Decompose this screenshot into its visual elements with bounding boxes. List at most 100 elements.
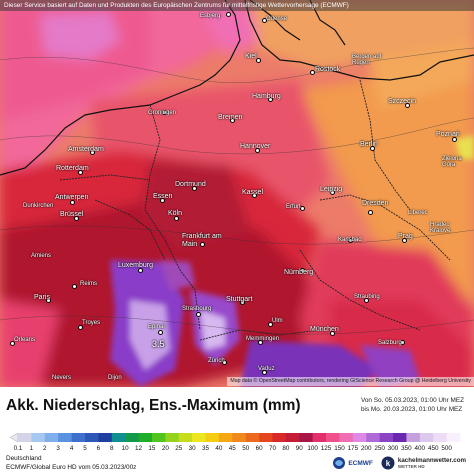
legend-swatch bbox=[232, 433, 246, 442]
city-dot bbox=[70, 200, 75, 205]
legend-swatch bbox=[272, 433, 287, 442]
city-amsterdam: Amsterdam bbox=[68, 146, 104, 153]
validity-to: bis Mo. 20.03.2023, 01:00 Uhr MEZ bbox=[360, 406, 463, 413]
ecmwf-banner: Dieser Service basiert auf Daten und Pro… bbox=[0, 0, 474, 11]
legend-tick-label: 5 bbox=[83, 445, 87, 452]
legend-tick-label: 35 bbox=[202, 445, 210, 452]
legend-tick-label: 10 bbox=[122, 445, 130, 452]
city-epinal: Epinal bbox=[148, 324, 165, 330]
city-nevers: Nevers bbox=[52, 375, 72, 381]
city-dot bbox=[174, 216, 179, 221]
city-dot bbox=[46, 298, 51, 303]
city-dot bbox=[330, 331, 335, 336]
title-bar bbox=[0, 388, 474, 428]
legend-tick-label: 250 bbox=[374, 445, 385, 452]
city-groningen: Groningen bbox=[148, 110, 177, 116]
city-zuerich: Zürich bbox=[208, 358, 225, 364]
logos: ECMWF k kachelmannwetter.com WETTER HD bbox=[332, 454, 466, 472]
city-berlin: Berlin bbox=[360, 141, 378, 148]
map-title: Akk. Niederschlag, Ens.-Maximum (mm) bbox=[6, 397, 301, 414]
legend-under-arrow bbox=[9, 432, 19, 443]
legend-scale: 0.1 1 2 3 4 5 6 8 10 12 15 20 25 30 35 40 45 50 60 70 80 90 10… bbox=[9, 432, 461, 452]
city-dot bbox=[10, 341, 15, 346]
city-memmingen: Memmingen bbox=[246, 336, 280, 342]
city-hannover: Hannover bbox=[240, 143, 271, 150]
legend-tick-label: 20 bbox=[162, 445, 170, 452]
precipitation-map[interactable]: Dieser Service basiert auf Daten und Pro… bbox=[0, 0, 474, 387]
city-dot bbox=[78, 325, 83, 330]
city-kassel: Kassel bbox=[242, 189, 264, 196]
color-legend: 0.1 1 2 3 4 5 6 8 10 12 15 20 25 30 35 40 45 50 60 70 80 90 10… bbox=[0, 430, 474, 454]
validity-from: Von So. 05.03.2023, 01:00 Uhr MEZ bbox=[360, 397, 464, 404]
city-karlsbad: Karlsbad bbox=[338, 237, 362, 243]
legend-swatch bbox=[379, 433, 394, 442]
legend-swatch bbox=[446, 433, 461, 442]
city-prag: Prag bbox=[398, 233, 413, 240]
city-dot bbox=[240, 300, 245, 305]
kachelmann-logo[interactable]: k kachelmannwetter.com WETTER HD bbox=[381, 456, 466, 470]
city-dot bbox=[258, 340, 263, 345]
city-dunkirchen: Dunkirchen bbox=[23, 203, 54, 209]
legend-tick-label: 100 bbox=[307, 445, 318, 452]
legend-swatch bbox=[339, 433, 354, 442]
legend-swatch bbox=[245, 433, 260, 442]
city-odense: Odense bbox=[266, 16, 288, 22]
city-dot bbox=[330, 190, 335, 195]
legend-swatch bbox=[352, 433, 367, 442]
legend-tick-label: 70 bbox=[269, 445, 277, 452]
city-muenchen: München bbox=[310, 326, 339, 333]
legend-swatch bbox=[406, 433, 421, 442]
kachelmann-icon: k bbox=[381, 456, 395, 470]
city-essen: Essen bbox=[153, 193, 173, 200]
legend-swatch bbox=[138, 433, 153, 442]
precip-maxima bbox=[110, 135, 474, 387]
city-hamburg: Hamburg bbox=[252, 93, 281, 100]
city-szczecin: Szczecin bbox=[388, 98, 417, 105]
city-dot bbox=[160, 198, 165, 203]
city-dot bbox=[452, 137, 457, 142]
city-dot bbox=[90, 150, 95, 155]
city-dot bbox=[196, 312, 201, 317]
kachelmann-text: kachelmannwetter.com bbox=[397, 457, 466, 464]
footer-model: ECMWF/Global Euro HD vom 05.03.2023/00z bbox=[6, 464, 137, 471]
city-dot bbox=[268, 322, 273, 327]
map-attribution[interactable]: Map data © OpenStreetMap contributors, r… bbox=[227, 377, 474, 386]
city-dot bbox=[256, 58, 261, 63]
legend-swatch bbox=[299, 433, 313, 442]
city-dot bbox=[348, 238, 353, 243]
city-frankfurt: Frankfurt am Main bbox=[182, 233, 222, 248]
legend-tick-label: 3 bbox=[56, 445, 60, 452]
city-dortmund: Dortmund bbox=[175, 181, 206, 188]
city-hradec-kralove: Hradec Králové bbox=[430, 222, 451, 234]
legend-tick-label: 125 bbox=[321, 445, 332, 452]
city-amiens: Amiens bbox=[31, 253, 52, 259]
city-rostock: Rostock bbox=[315, 66, 341, 73]
legend-swatch bbox=[84, 433, 99, 442]
legend-swatch bbox=[151, 433, 166, 442]
city-troyes: Troyes bbox=[82, 320, 101, 326]
ecmwf-text: ECMWF bbox=[348, 459, 373, 467]
legend-tick-label: 15 bbox=[148, 445, 156, 452]
legend-tick-label: 450 bbox=[428, 445, 439, 452]
city-dot bbox=[364, 298, 369, 303]
ecmwf-logo[interactable]: ECMWF bbox=[332, 456, 373, 470]
legend-swatch bbox=[178, 433, 193, 442]
legend-tick-label: 400 bbox=[415, 445, 426, 452]
borders bbox=[59, 79, 451, 341]
city-dot bbox=[262, 370, 267, 375]
city-dot bbox=[268, 97, 273, 102]
city-zielona-gora: Zielona Góra bbox=[442, 156, 462, 168]
legend-tick-label: 45 bbox=[229, 445, 237, 452]
city-dot bbox=[252, 193, 257, 198]
legend-tick-label: 60 bbox=[256, 445, 264, 452]
legend-tick-label: 40 bbox=[215, 445, 223, 452]
city-dot bbox=[300, 268, 305, 273]
city-rotterdam: Rotterdam bbox=[56, 165, 89, 172]
legend-swatch bbox=[98, 433, 113, 442]
legend-swatch bbox=[58, 433, 72, 442]
legend-swatch bbox=[366, 433, 380, 442]
legend-swatch bbox=[419, 433, 434, 442]
legend-swatch bbox=[433, 433, 447, 442]
legend-swatch bbox=[44, 433, 59, 442]
legend-tick-label: 12 bbox=[135, 445, 143, 452]
